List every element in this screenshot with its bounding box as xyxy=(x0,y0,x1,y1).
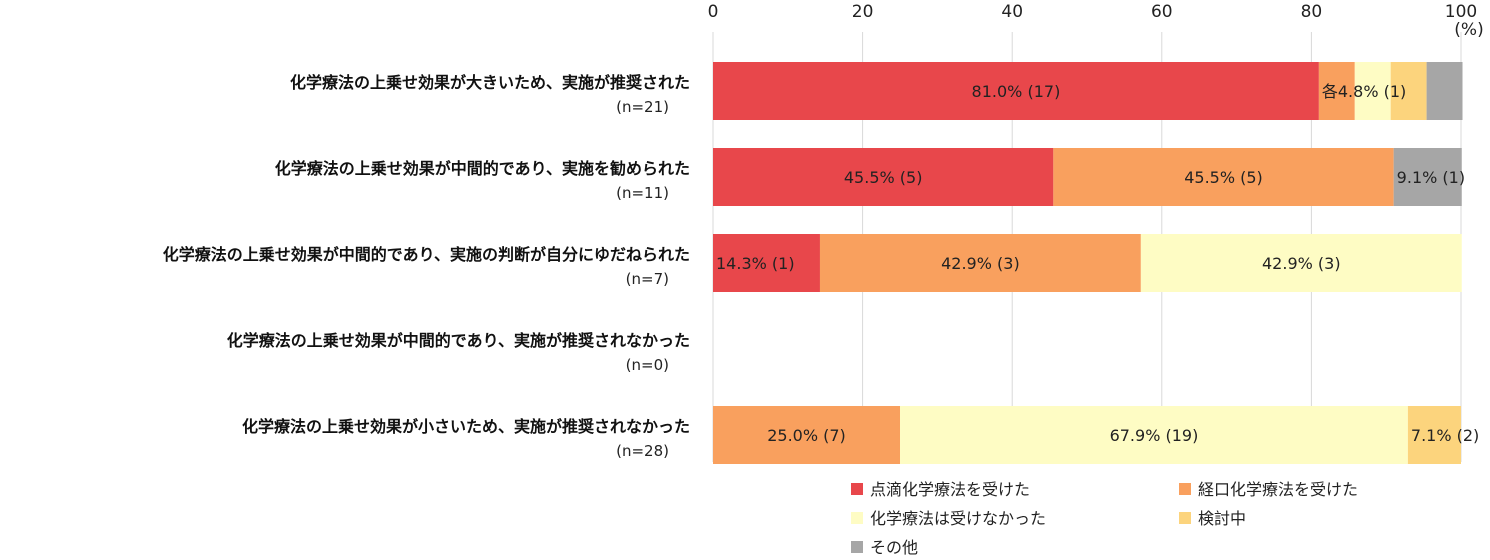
x-tick-label-80: 80 xyxy=(1301,2,1323,22)
data-label: 14.3% (1) xyxy=(716,254,795,273)
bar-segment xyxy=(713,62,1319,120)
data-label: 45.5% (5) xyxy=(1184,168,1263,187)
x-axis-unit-label: (%) xyxy=(1454,20,1483,40)
legend-label: 検討中 xyxy=(1198,509,1246,528)
data-label: 67.9% (19) xyxy=(1110,426,1199,445)
category-labels: 化学療法の上乗せ効果が大きいため、実施が推奨された (n=21) 化学療法の上乗せ効… xyxy=(163,73,690,460)
bar-segment xyxy=(819,234,1141,292)
category-label: 化学療法の上乗せ効果が中間的であり、実施の判断が自分にゆだねられた xyxy=(163,245,690,264)
data-label: 9.1% (1) xyxy=(1397,168,1465,187)
data-label: 42.9% (3) xyxy=(1262,254,1341,273)
category-n-label: (n=7) xyxy=(626,270,669,288)
data-labels: 81.0% (17) 各4.8% (1) 45.5% (5) 45.5% (5) 9.1… xyxy=(716,82,1479,445)
bar-segment xyxy=(713,406,900,464)
category-label: 化学療法の上乗せ効果が大きいため、実施が推奨された xyxy=(290,73,690,92)
x-tick-label-0: 0 xyxy=(708,2,719,22)
legend-swatch xyxy=(1179,512,1191,524)
category-n-label: (n=11) xyxy=(616,184,669,202)
bars xyxy=(713,62,1463,464)
data-label: 7.1% (2) xyxy=(1411,426,1479,445)
bar-segment xyxy=(1407,406,1461,464)
x-tick-label-100: 100 xyxy=(1445,2,1477,22)
bar-segment xyxy=(1390,62,1427,120)
bar-segment xyxy=(1393,148,1462,206)
category-label: 化学療法の上乗せ効果が中間的であり、実施が推奨されなかった xyxy=(227,331,690,350)
bar-segment xyxy=(1140,234,1462,292)
legend-label: 化学療法は受けなかった xyxy=(870,509,1046,528)
legend-swatch xyxy=(851,541,863,553)
x-tick-label-20: 20 xyxy=(852,2,874,22)
data-label: 各4.8% (1) xyxy=(1322,82,1406,101)
legend-swatch xyxy=(851,512,863,524)
data-label: 45.5% (5) xyxy=(844,168,923,187)
legend-swatch xyxy=(851,483,863,495)
legend-label: 経口化学療法を受けた xyxy=(1198,480,1358,499)
data-label: 81.0% (17) xyxy=(972,82,1061,101)
x-tick-label-40: 40 xyxy=(1001,2,1023,22)
bar-segment xyxy=(1426,62,1463,120)
bar-segment xyxy=(713,148,1054,206)
bar-segment xyxy=(900,406,1408,464)
x-axis-ticks: 0 20 40 60 80 100 xyxy=(708,2,1478,22)
category-label: 化学療法の上乗せ効果が小さいため、実施が推奨されなかった xyxy=(242,417,690,436)
data-label: 25.0% (7) xyxy=(767,426,846,445)
legend-label: その他 xyxy=(870,538,918,557)
category-n-label: (n=28) xyxy=(616,442,669,460)
legend-swatch xyxy=(1179,483,1191,495)
bar-segment xyxy=(1318,62,1355,120)
legend-label: 点滴化学療法を受けた xyxy=(870,480,1030,499)
category-n-label: (n=0) xyxy=(626,356,669,374)
bar-segment xyxy=(1053,148,1394,206)
bar-segment xyxy=(713,234,820,292)
x-tick-label-60: 60 xyxy=(1151,2,1173,22)
category-label: 化学療法の上乗せ効果が中間的であり、実施を勧められた xyxy=(275,159,690,178)
bar-segment xyxy=(1354,62,1391,120)
data-label: 42.9% (3) xyxy=(941,254,1020,273)
category-n-label: (n=21) xyxy=(616,98,669,116)
